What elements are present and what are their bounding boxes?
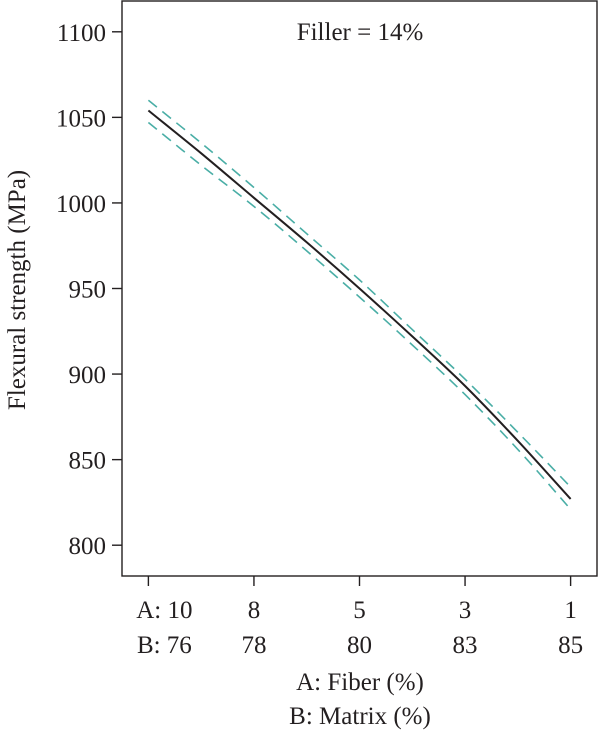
- y-tick-label: 950: [69, 277, 107, 304]
- upper-ci-line: [147, 99, 572, 488]
- y-tick-label: 800: [69, 533, 107, 560]
- y-axis: 800 850 900 950 1000 1050 1100: [56, 20, 122, 560]
- x-axis: A: 10 B: 76 8 78 5 80 3 83 1 85: [136, 576, 583, 659]
- y-axis-title: Flexural strength (MPa): [4, 170, 31, 410]
- x-tick-label-fiber: 5: [353, 597, 366, 624]
- x-tick-label-matrix: 80: [347, 632, 372, 659]
- filler-annotation: Filler = 14%: [297, 19, 424, 46]
- lower-ci-line: [147, 121, 572, 510]
- x-tick-label-matrix: B: 76: [137, 632, 192, 659]
- y-tick-label: 900: [69, 362, 107, 389]
- series-layer: [147, 99, 572, 510]
- x-tick-label-fiber: A: 10: [136, 597, 192, 624]
- x-tick-label-fiber: 3: [459, 597, 472, 624]
- x-tick-label-matrix: 83: [453, 632, 478, 659]
- x-tick-label-fiber: 1: [564, 597, 577, 624]
- x-axis-title-fiber: A: Fiber (%): [296, 669, 424, 696]
- x-tick-label-matrix: 78: [241, 632, 266, 659]
- y-tick-label: 1000: [56, 191, 106, 218]
- y-tick-label: 1050: [56, 105, 106, 132]
- x-axis-title-matrix: B: Matrix (%): [289, 703, 431, 730]
- x-tick-label-matrix: 85: [558, 632, 583, 659]
- y-tick-label: 850: [69, 448, 107, 475]
- prediction-line: [147, 109, 572, 500]
- y-tick-label: 1100: [57, 20, 106, 47]
- x-tick-label-fiber: 8: [248, 597, 261, 624]
